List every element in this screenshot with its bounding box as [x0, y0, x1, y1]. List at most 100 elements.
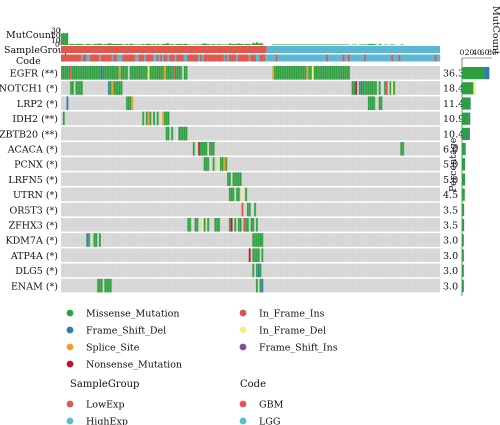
mutation-cell [254, 248, 257, 262]
mutcount-bar [236, 43, 238, 45]
mutation-cell [329, 66, 332, 80]
code-cell [66, 54, 69, 62]
mutation-cell [261, 278, 264, 293]
code-cell [116, 54, 119, 62]
mutation-cell [66, 96, 69, 110]
mutation-cell [371, 96, 374, 110]
mutation-cell [364, 81, 367, 95]
mutation-cell [100, 66, 103, 80]
mutcount-bar [181, 44, 184, 45]
mutation-cell [259, 263, 262, 278]
mutcount-bar [400, 44, 403, 45]
mutcount-bar [116, 43, 119, 45]
mutation-cell [109, 81, 112, 95]
mutation-cell [79, 81, 82, 95]
side-bar-other [468, 112, 471, 125]
code-cell [331, 54, 334, 62]
mutation-cell [301, 66, 304, 80]
mutation-cell [125, 96, 128, 110]
mutation-cell [284, 66, 287, 80]
code-cell [158, 54, 161, 62]
mutcount-bar [73, 44, 76, 45]
mutcount-bar [310, 44, 312, 45]
code-cell [138, 54, 141, 62]
code-cell [320, 54, 323, 62]
mutcount-bar [254, 43, 256, 45]
mutation-cell [261, 248, 264, 262]
side-bars [462, 67, 490, 292]
mutation-cell [310, 66, 313, 80]
mutcount-bar [68, 44, 71, 45]
mutcount-bar [171, 43, 173, 45]
mutation-cell [290, 66, 293, 80]
code-cell [102, 54, 105, 62]
mutcount-bar [147, 43, 150, 45]
mutation-cell [75, 66, 78, 80]
code-cell [255, 54, 258, 62]
mutation-cell [346, 66, 349, 80]
code-cell [412, 54, 415, 62]
side-bar-other [469, 97, 471, 110]
mutcount-bar [301, 44, 303, 45]
mutation-cell [205, 142, 208, 156]
mutcount-bar [113, 43, 116, 45]
code-cell [62, 54, 65, 62]
code-cell [292, 54, 295, 62]
mutcount-bar [290, 44, 293, 45]
mutation-cell [185, 66, 188, 80]
mutcount-bar [100, 43, 103, 45]
code-cell [317, 54, 320, 62]
mutcount-bar [237, 43, 240, 45]
legend-label: HighExp [86, 417, 128, 425]
code-cell [371, 54, 374, 62]
mutcount-bar [328, 44, 330, 45]
code-cell [423, 54, 426, 62]
mutation-cell [315, 66, 318, 80]
code-cell [358, 54, 361, 62]
mutation-cell [147, 66, 150, 80]
mutation-cell [144, 66, 147, 80]
code-cell [261, 54, 264, 62]
code-cell [95, 54, 98, 62]
code-cell [225, 54, 228, 62]
code-cell [174, 54, 177, 62]
mutation-cell [113, 81, 116, 95]
code-cell [140, 54, 143, 62]
mutcount-bar [326, 44, 329, 45]
mutation-cell [237, 218, 240, 232]
code-cell [394, 54, 397, 62]
mutcount-bar [319, 44, 321, 45]
mutcount-bar [239, 43, 242, 45]
mutcount-bar [306, 44, 309, 45]
mutcount-bar [194, 44, 197, 45]
mutation-cell [167, 66, 170, 80]
legend-label: Splice_Site [86, 343, 140, 354]
mutcount-bar [393, 44, 395, 45]
legend-label: Missense_Mutation [86, 309, 180, 320]
code-cell [107, 54, 110, 62]
code-cell [266, 54, 269, 62]
mutation-cell [116, 66, 119, 80]
mutation-cell [347, 66, 350, 80]
code-cell [344, 54, 347, 62]
code-cell [136, 54, 139, 62]
mutcount-bar [115, 43, 117, 45]
mutation-cell [208, 142, 211, 156]
mutation-cell [142, 111, 145, 126]
mutcount-bar [320, 44, 323, 45]
code-cell [142, 54, 145, 62]
mutation-cell [115, 81, 118, 95]
percentage-label: 4.5 [443, 190, 458, 201]
mutation-cell [255, 218, 258, 232]
code-cell [338, 54, 341, 62]
mutcount-bar [196, 44, 199, 45]
mutation-cell [216, 218, 219, 232]
code-cell [190, 54, 193, 62]
mutcount-bar [371, 43, 374, 45]
code-cell [396, 54, 399, 62]
mutcount-bar [230, 43, 233, 45]
mutation-cell [172, 66, 175, 80]
code-cell [230, 54, 233, 62]
mutcount-bar [111, 43, 114, 45]
code-cell [124, 54, 127, 62]
